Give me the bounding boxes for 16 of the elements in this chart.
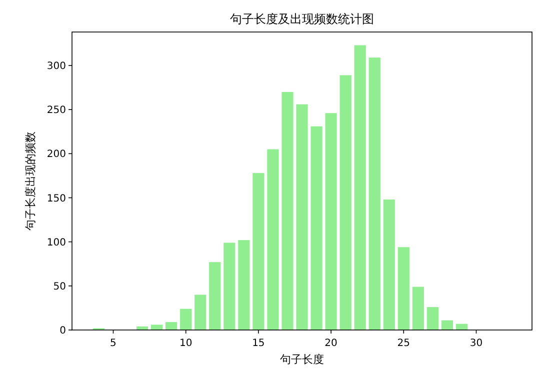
x-tick-label: 10 <box>179 338 192 349</box>
y-tick-label: 100 <box>46 237 66 248</box>
y-tick-label: 250 <box>46 105 66 116</box>
chart-title: 句子长度及出现频数统计图 <box>230 12 374 26</box>
y-tick-label: 0 <box>60 326 66 336</box>
x-tick-label: 25 <box>397 338 410 349</box>
x-tick-label: 20 <box>324 338 338 349</box>
y-tick-label: 200 <box>46 149 66 160</box>
y-tick-label: 150 <box>46 193 66 204</box>
x-tick-label: 30 <box>470 338 483 349</box>
x-tick-label: 5 <box>110 338 116 349</box>
x-axis-title: 句子长度 <box>280 353 324 366</box>
y-tick-label: 50 <box>53 281 66 292</box>
x-tick-label: 15 <box>252 338 265 349</box>
y-tick-label: 300 <box>46 61 66 72</box>
y-axis-title: 句子长度出现的频数 <box>24 132 37 230</box>
